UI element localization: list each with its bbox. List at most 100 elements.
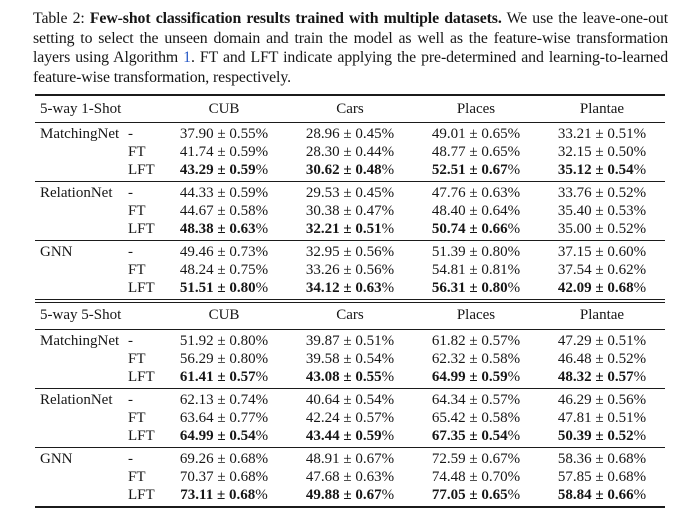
result-value: 49.46 ± 0.73% (161, 240, 287, 261)
percent-sign: % (381, 220, 395, 237)
table-row: GNN - 49.46 ± 0.73% 32.95 ± 0.56% 51.39 ± 0.… (35, 240, 665, 261)
model-group-gnn: GNN -69.26 ± 0.68% 48.91 ± 0.67% 72.59 ± 0.… (35, 447, 665, 507)
result-value: 39.87 ± 0.51% (287, 329, 413, 350)
accuracy-value: 48.77 ± 0.65 (431, 143, 508, 160)
caption-title: Few-shot classification results trained … (89, 10, 502, 27)
variant-label: - (128, 243, 133, 260)
result-value: 52.51 ± 0.67% (413, 161, 539, 182)
header-row: 5-way 1-Shot CUB Cars Places Plantae (35, 95, 665, 122)
column-header-cub: CUB (208, 100, 240, 117)
table-row: FT 63.64 ± 0.77% 42.24 ± 0.57% 65.42 ± 0.58… (35, 409, 665, 427)
model-name (35, 261, 123, 279)
accuracy-value: 39.87 ± 0.51 (305, 332, 382, 349)
result-value: 46.29 ± 0.56% (539, 388, 665, 409)
table-row: GNN -69.26 ± 0.68% 48.91 ± 0.67% 72.59 ± 0.… (35, 447, 665, 468)
accuracy-value: 39.58 ± 0.54 (305, 350, 382, 367)
result-value: 62.32 ± 0.58% (413, 350, 539, 368)
percent-sign: % (381, 350, 395, 367)
result-value: 48.91 ± 0.67% (287, 447, 413, 468)
result-value: 44.33 ± 0.59% (161, 181, 287, 202)
accuracy-value: 51.39 ± 0.80 (431, 243, 508, 260)
variant-label: - (128, 184, 133, 201)
percent-sign: % (255, 450, 269, 467)
caption-body-2: . FT and LFT indicate applying the pre-d… (33, 49, 668, 86)
percent-sign: % (381, 409, 395, 426)
percent-sign: % (381, 468, 395, 485)
result-value: 43.29 ± 0.59% (161, 161, 287, 182)
result-value: 61.82 ± 0.57% (413, 329, 539, 350)
percent-sign: % (507, 486, 521, 503)
result-value: 44.67 ± 0.58% (161, 202, 287, 220)
result-value: 47.29 ± 0.51% (539, 329, 665, 350)
percent-sign: % (507, 332, 521, 349)
percent-sign: % (381, 202, 395, 219)
accuracy-value: 28.30 ± 0.44 (305, 143, 382, 160)
result-value: 48.40 ± 0.64% (413, 202, 539, 220)
accuracy-value: 63.64 ± 0.77 (179, 409, 256, 426)
accuracy-value: 64.34 ± 0.57 (431, 391, 508, 408)
model-name (35, 468, 123, 486)
percent-sign: % (255, 243, 269, 260)
result-value: 48.24 ± 0.75% (161, 261, 287, 279)
percent-sign: % (255, 220, 269, 237)
result-value: 42.09 ± 0.68% (539, 279, 665, 300)
percent-sign: % (507, 125, 521, 142)
accuracy-value: 48.38 ± 0.63 (179, 220, 256, 237)
accuracy-value: 47.68 ± 0.63 (305, 468, 382, 485)
percent-sign: % (633, 243, 647, 260)
accuracy-value: 48.40 ± 0.64 (431, 202, 508, 219)
percent-sign: % (255, 468, 269, 485)
accuracy-value: 33.21 ± 0.51 (557, 125, 634, 142)
percent-sign: % (507, 243, 521, 260)
algorithm-link[interactable]: 1 (183, 49, 191, 67)
table-row: FT 56.29 ± 0.80% 39.58 ± 0.54% 62.32 ± 0.58… (35, 350, 665, 368)
accuracy-value: 43.44 ± 0.59 (305, 427, 382, 444)
result-value: 64.34 ± 0.57% (413, 388, 539, 409)
table-row: RelationNet -44.33 ± 0.59% 29.53 ± 0.45% 47… (35, 181, 665, 202)
model-name: GNN (40, 243, 73, 260)
result-value: 58.36 ± 0.68% (539, 447, 665, 468)
result-value: 50.39 ± 0.52% (539, 427, 665, 448)
accuracy-value: 44.33 ± 0.59 (179, 184, 256, 201)
result-value: 65.42 ± 0.58% (413, 409, 539, 427)
table-row: LFT 73.11 ± 0.68% 49.88 ± 0.67% 77.05 ± 0.6… (35, 486, 665, 507)
accuracy-value: 46.29 ± 0.56 (557, 391, 634, 408)
model-name (35, 368, 123, 389)
column-header-plantae: Plantae (579, 100, 625, 117)
result-value: 69.26 ± 0.68% (161, 447, 287, 468)
accuracy-value: 30.62 ± 0.48 (305, 161, 382, 178)
results-table-5shot: 5-way 5-Shot CUB Cars Places Plantae Matching… (35, 301, 665, 508)
variant-label: FT (128, 409, 146, 426)
percent-sign: % (255, 427, 269, 444)
variant-label: - (128, 332, 133, 349)
result-value: 28.96 ± 0.45% (287, 122, 413, 143)
percent-sign: % (381, 243, 395, 260)
accuracy-value: 64.99 ± 0.54 (179, 427, 256, 444)
variant-label: LFT (128, 161, 155, 178)
result-value: 72.59 ± 0.67% (413, 447, 539, 468)
accuracy-value: 35.40 ± 0.53 (557, 202, 634, 219)
section-label-5shot: 5-way 5-Shot (40, 307, 122, 324)
accuracy-value: 48.24 ± 0.75 (179, 261, 256, 278)
percent-sign: % (255, 184, 269, 201)
model-name (35, 143, 123, 161)
percent-sign: % (381, 391, 395, 408)
accuracy-value: 35.12 ± 0.54 (557, 161, 634, 178)
result-value: 35.12 ± 0.54% (539, 161, 665, 182)
model-name: RelationNet (40, 391, 113, 408)
results-tables: 5-way 1-Shot CUB Cars Places Plantae Matching… (35, 94, 668, 508)
accuracy-value: 47.76 ± 0.63 (431, 184, 508, 201)
result-value: 73.11 ± 0.68% (161, 486, 287, 507)
result-value: 32.95 ± 0.56% (287, 240, 413, 261)
accuracy-value: 37.15 ± 0.60 (557, 243, 634, 260)
result-value: 47.76 ± 0.63% (413, 181, 539, 202)
percent-sign: % (633, 161, 647, 178)
result-value: 49.88 ± 0.67% (287, 486, 413, 507)
accuracy-value: 61.41 ± 0.57 (179, 368, 256, 385)
percent-sign: % (381, 450, 395, 467)
column-header-cub: CUB (208, 307, 240, 324)
percent-sign: % (381, 184, 395, 201)
results-table-1shot: 5-way 1-Shot CUB Cars Places Plantae Matching… (35, 94, 665, 300)
table-row: LFT 61.41 ± 0.57% 43.08 ± 0.55% 64.99 ± 0.5… (35, 368, 665, 389)
result-value: 70.37 ± 0.68% (161, 468, 287, 486)
